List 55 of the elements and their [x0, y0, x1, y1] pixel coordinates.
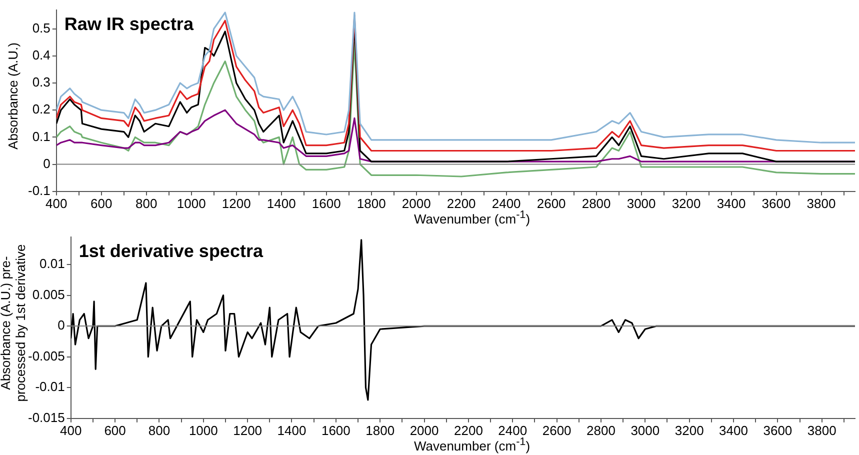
x-tick-label: 1200: [222, 196, 251, 211]
x-tick-label: 400: [46, 196, 68, 211]
chart-title: Raw IR spectra: [64, 14, 194, 34]
x-tick-label: 800: [148, 422, 170, 438]
x-tick-label: 1600: [312, 196, 341, 211]
x-tick-label: 1600: [321, 422, 350, 438]
x-tick-label: 3000: [626, 196, 656, 211]
x-tick-label: 1200: [233, 422, 262, 438]
x-tick-label: 3200: [672, 196, 701, 211]
y-tick-label: 0.01: [40, 256, 65, 272]
y-tick-label: -0.1: [28, 182, 50, 198]
y-tick-label: 0.2: [32, 102, 50, 117]
x-tick-label: 1000: [188, 422, 218, 438]
x-tick-label: 3600: [762, 196, 791, 211]
x-axis-title: Wavenumber (cm$^{-1}$): [414, 436, 530, 453]
y-tick-label: -0.005: [28, 348, 65, 364]
y-tick-label: 0.5: [32, 20, 50, 36]
x-tick-label: 2000: [402, 196, 431, 211]
y-tick-label: 0.1: [32, 128, 50, 144]
x-tick-label: 1400: [266, 196, 296, 211]
x-tick-label: 3200: [674, 422, 704, 438]
x-tick-label: 3800: [807, 422, 836, 438]
x-tick-label: 2600: [536, 196, 566, 211]
x-tick-label: 2000: [410, 422, 439, 438]
y-tick-label: 0: [58, 318, 65, 333]
x-tick-label: 2400: [498, 422, 528, 438]
x-tick-label: 2400: [492, 196, 521, 211]
x-tick-label: 3400: [719, 422, 748, 438]
x-tick-label: 600: [90, 196, 112, 211]
x-tick-label: 1800: [366, 422, 395, 438]
y-tick-label: 0.4: [32, 47, 50, 62]
y-tick-label: 0: [43, 156, 50, 171]
x-tick-label: 800: [136, 196, 158, 211]
x-tick-label: 2600: [542, 422, 572, 438]
y-tick-label: -0.015: [28, 410, 65, 425]
y-tick-label: -0.01: [35, 379, 65, 394]
y-tick-label: 0.3: [32, 74, 50, 90]
x-tick-label: 600: [104, 422, 126, 438]
y-tick-label: 0.005: [32, 286, 65, 302]
x-tick-label: 1000: [176, 196, 206, 211]
x-tick-label: 1800: [356, 196, 386, 211]
x-tick-label: 3000: [630, 422, 660, 438]
x-tick-label: 3800: [806, 196, 836, 211]
y-axis-title: Absorbance (A.U.) pre-processed by 1st derivative: [0, 242, 28, 404]
x-tick-label: 400: [60, 422, 82, 438]
chart-title: 1st derivative spectra: [78, 240, 264, 261]
x-tick-label: 3600: [763, 422, 792, 438]
x-tick-label: 2800: [586, 422, 616, 438]
x-tick-label: 3400: [716, 196, 746, 211]
x-axis-title: Wavenumber (cm$^{-1}$): [414, 208, 530, 226]
y-axis-title: Absorbance (A.U.): [6, 41, 20, 152]
x-tick-label: 2200: [446, 196, 476, 211]
x-tick-label: 2200: [454, 422, 483, 438]
x-tick-label: 2800: [582, 196, 611, 211]
x-tick-label: 1400: [277, 422, 306, 438]
